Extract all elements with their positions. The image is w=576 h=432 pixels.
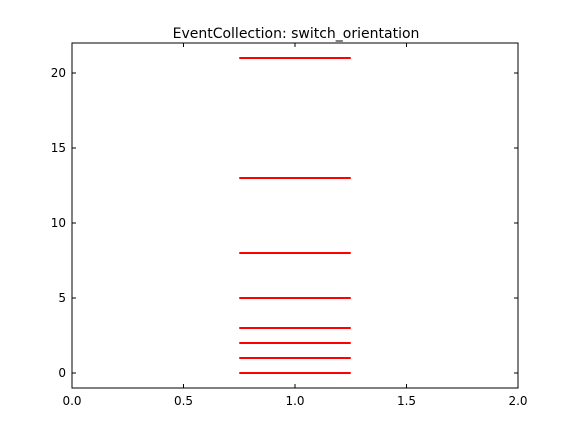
y-tick-label: 10 — [51, 216, 66, 230]
y-tick-label: 0 — [58, 366, 66, 380]
plot-area: 0.0 0.5 1.0 1.5 2.0 0 5 10 15 20 — [51, 43, 528, 408]
y-tick-label: 15 — [51, 141, 66, 155]
x-tick-label: 2.0 — [508, 394, 527, 408]
x-tick-label: 0.5 — [174, 394, 193, 408]
x-tick-label: 1.0 — [285, 394, 304, 408]
y-tick-label: 20 — [51, 66, 66, 80]
chart-title: EventCollection: switch_orientation — [173, 26, 420, 42]
x-tick-label: 1.5 — [397, 394, 416, 408]
x-tick-label: 0.0 — [62, 394, 81, 408]
axes-frame — [71, 42, 519, 389]
y-tick-label: 5 — [58, 291, 66, 305]
